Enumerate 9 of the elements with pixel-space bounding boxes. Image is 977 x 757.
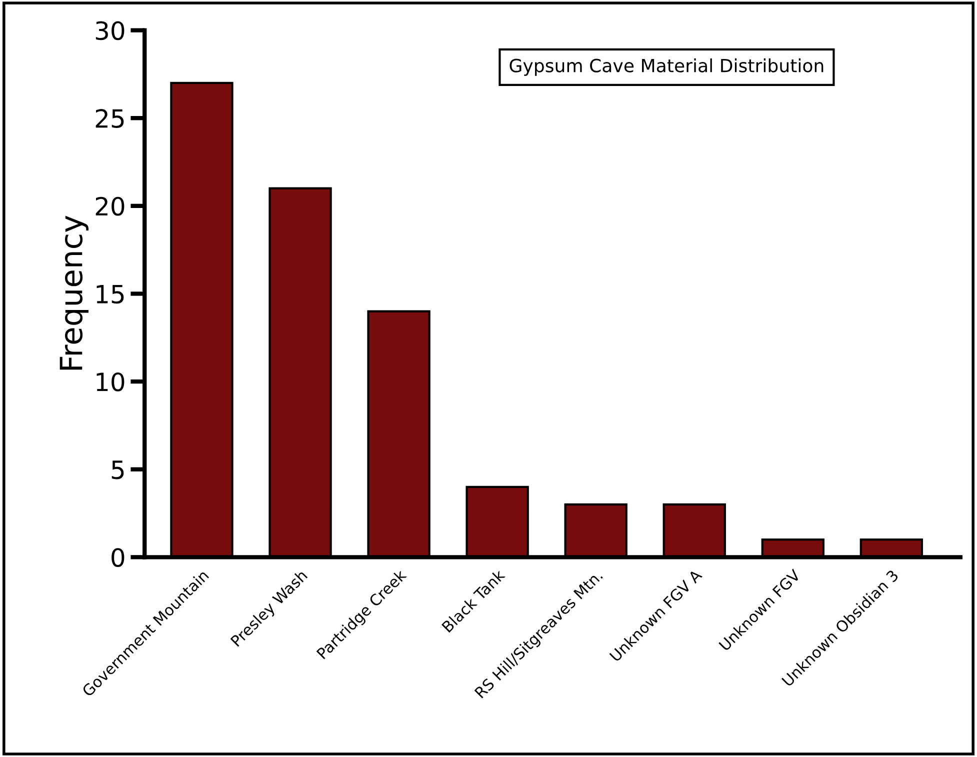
y-tick-label: 30 bbox=[96, 21, 124, 40]
y-tick-label: 0 bbox=[112, 548, 124, 568]
y-tick-label: 25 bbox=[96, 109, 124, 128]
y-tick-label: 20 bbox=[96, 196, 124, 216]
text: Gypsum Cave Material Distribution bbox=[510, 58, 824, 76]
y-axis-title: Frequency bbox=[60, 216, 88, 370]
y-tick-label: 10 bbox=[96, 372, 124, 392]
y-tick-label: 5 bbox=[112, 460, 124, 480]
y-tick-label: 15 bbox=[96, 284, 124, 304]
